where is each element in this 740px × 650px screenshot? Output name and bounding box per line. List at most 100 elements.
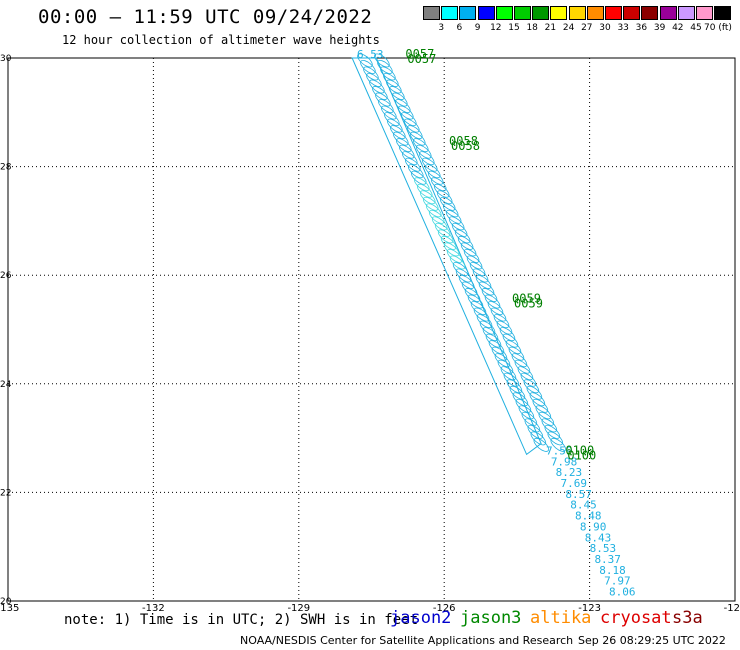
map-subtitle: 12 hour collection of altimeter wave hei… — [62, 33, 380, 47]
swh-track-glyph — [448, 216, 465, 231]
swh-track-glyph — [377, 59, 393, 74]
swh-track-glyph — [408, 164, 424, 179]
swh-track-glyph — [484, 294, 501, 309]
scale-swatch — [714, 6, 732, 20]
pass-time-label: 0100 — [565, 443, 594, 457]
swh-track-glyph — [526, 385, 543, 400]
scale-label: 3 — [438, 23, 445, 33]
swh-value-label: 7.98 — [551, 455, 578, 468]
scale-swatch — [586, 6, 604, 20]
swh-track-glyph — [467, 294, 484, 309]
swh-track-glyph — [405, 157, 421, 172]
swh-track-glyph — [451, 222, 468, 237]
swh-track-glyph — [533, 437, 550, 452]
swh-value-label: 8.90 — [580, 520, 607, 533]
scale-label: 6 — [456, 23, 463, 33]
pass-time-label: 0057 — [407, 52, 436, 66]
swh-track-glyph — [398, 105, 414, 120]
swh-track-glyph — [440, 235, 457, 250]
swh-track-glyph — [518, 405, 535, 420]
swh-track-glyph — [402, 151, 418, 166]
swh-track-glyph — [520, 372, 537, 387]
swh-track-glyph — [476, 314, 493, 329]
legend-cryosat: cryosat — [600, 608, 672, 628]
pass-time-label: 0058 — [449, 134, 478, 148]
swh-value-label: 7.69 — [561, 477, 588, 490]
swh-track-glyph — [511, 353, 528, 368]
scale-swatch — [532, 6, 550, 20]
swh-track-glyph — [463, 248, 480, 263]
swh-track-glyph — [505, 340, 522, 355]
swh-track-glyph — [418, 151, 435, 166]
swh-track-glyph — [523, 379, 540, 394]
swh-track-glyph — [454, 229, 471, 244]
swh-track-glyph — [369, 79, 385, 94]
scale-swatch — [696, 6, 713, 20]
swh-track-glyph — [488, 340, 505, 355]
swh-track-glyph — [458, 275, 475, 289]
scale-swatch — [514, 6, 531, 20]
swh-track-glyph — [514, 359, 531, 374]
swh-track-glyph — [443, 242, 460, 257]
scale-swatch — [441, 6, 459, 20]
swh-track-glyph — [404, 118, 420, 133]
swh-track-glyph — [445, 209, 462, 224]
swh-track-glyph — [503, 372, 520, 387]
swh-value-label: 8.43 — [585, 531, 612, 544]
latitude-label: 20 — [0, 597, 12, 607]
longitude-label: -129 — [287, 603, 310, 614]
swh-track-glyph — [428, 209, 445, 224]
swh-track-glyph — [538, 411, 555, 426]
longitude-label: -126 — [433, 603, 456, 614]
swh-track-glyph — [357, 53, 373, 68]
scale-label: 12 — [490, 23, 502, 33]
swh-track-glyph — [494, 353, 511, 368]
swh-track-glyph — [393, 131, 409, 146]
swh-value-label: 8.23 — [556, 466, 583, 479]
swh-track-glyph — [464, 288, 481, 302]
scale-label: 24 — [562, 23, 575, 33]
swh-track-glyph — [508, 346, 525, 361]
scale-swatch — [641, 6, 659, 20]
swh-track-glyph — [366, 73, 382, 87]
swh-track-glyph — [481, 288, 498, 302]
scale-swatch — [677, 6, 695, 20]
swh-track-glyph — [457, 235, 474, 250]
swh-value-label: 8.18 — [599, 564, 626, 577]
latitude-label: 28 — [0, 163, 12, 173]
swh-track-glyph — [515, 398, 532, 413]
swh-track-glyph — [401, 112, 417, 127]
swh-track-glyph — [527, 424, 544, 439]
swh-track-glyph — [387, 118, 403, 133]
swh-value-label: 8.57 — [565, 488, 592, 501]
swh-track-glyph — [487, 301, 504, 315]
swh-track-glyph — [430, 177, 447, 192]
scale-swatch — [459, 6, 477, 20]
swh-track-glyph — [396, 138, 412, 153]
swh-track-glyph — [535, 405, 552, 420]
swh-track-glyph — [378, 99, 394, 113]
swh-track-glyph — [470, 301, 487, 315]
pass-time-label: 0059 — [512, 291, 541, 305]
swh-track-glyph — [372, 86, 388, 100]
scale-label: 45 — [690, 23, 702, 33]
footer-timestamp: Sep 26 08:29:25 UTC 2022 — [578, 634, 726, 647]
longitude-label: -123 — [578, 603, 601, 614]
map-title: 00:00 – 11:59 UTC 09/24/2022 — [38, 6, 373, 28]
swh-track-glyph — [360, 59, 376, 74]
swh-track-glyph — [410, 170, 427, 185]
swh-value-label: 8.37 — [594, 553, 621, 566]
swh-track-glyph — [517, 366, 534, 381]
longitude-label: -120 — [724, 603, 740, 614]
scale-label: 27 — [581, 23, 593, 33]
swh-track-glyph — [529, 392, 546, 407]
scale-label: 30 — [599, 23, 611, 33]
swh-track-glyph — [390, 125, 406, 140]
swh-track-glyph — [496, 320, 513, 335]
swh-track-glyph — [521, 411, 538, 426]
scale-swatch — [550, 6, 568, 20]
scale-label: 18 — [526, 23, 538, 33]
pass-time-label: 0057 — [405, 47, 434, 61]
swh-track-glyph — [490, 307, 507, 322]
latitude-label: 22 — [0, 488, 11, 498]
